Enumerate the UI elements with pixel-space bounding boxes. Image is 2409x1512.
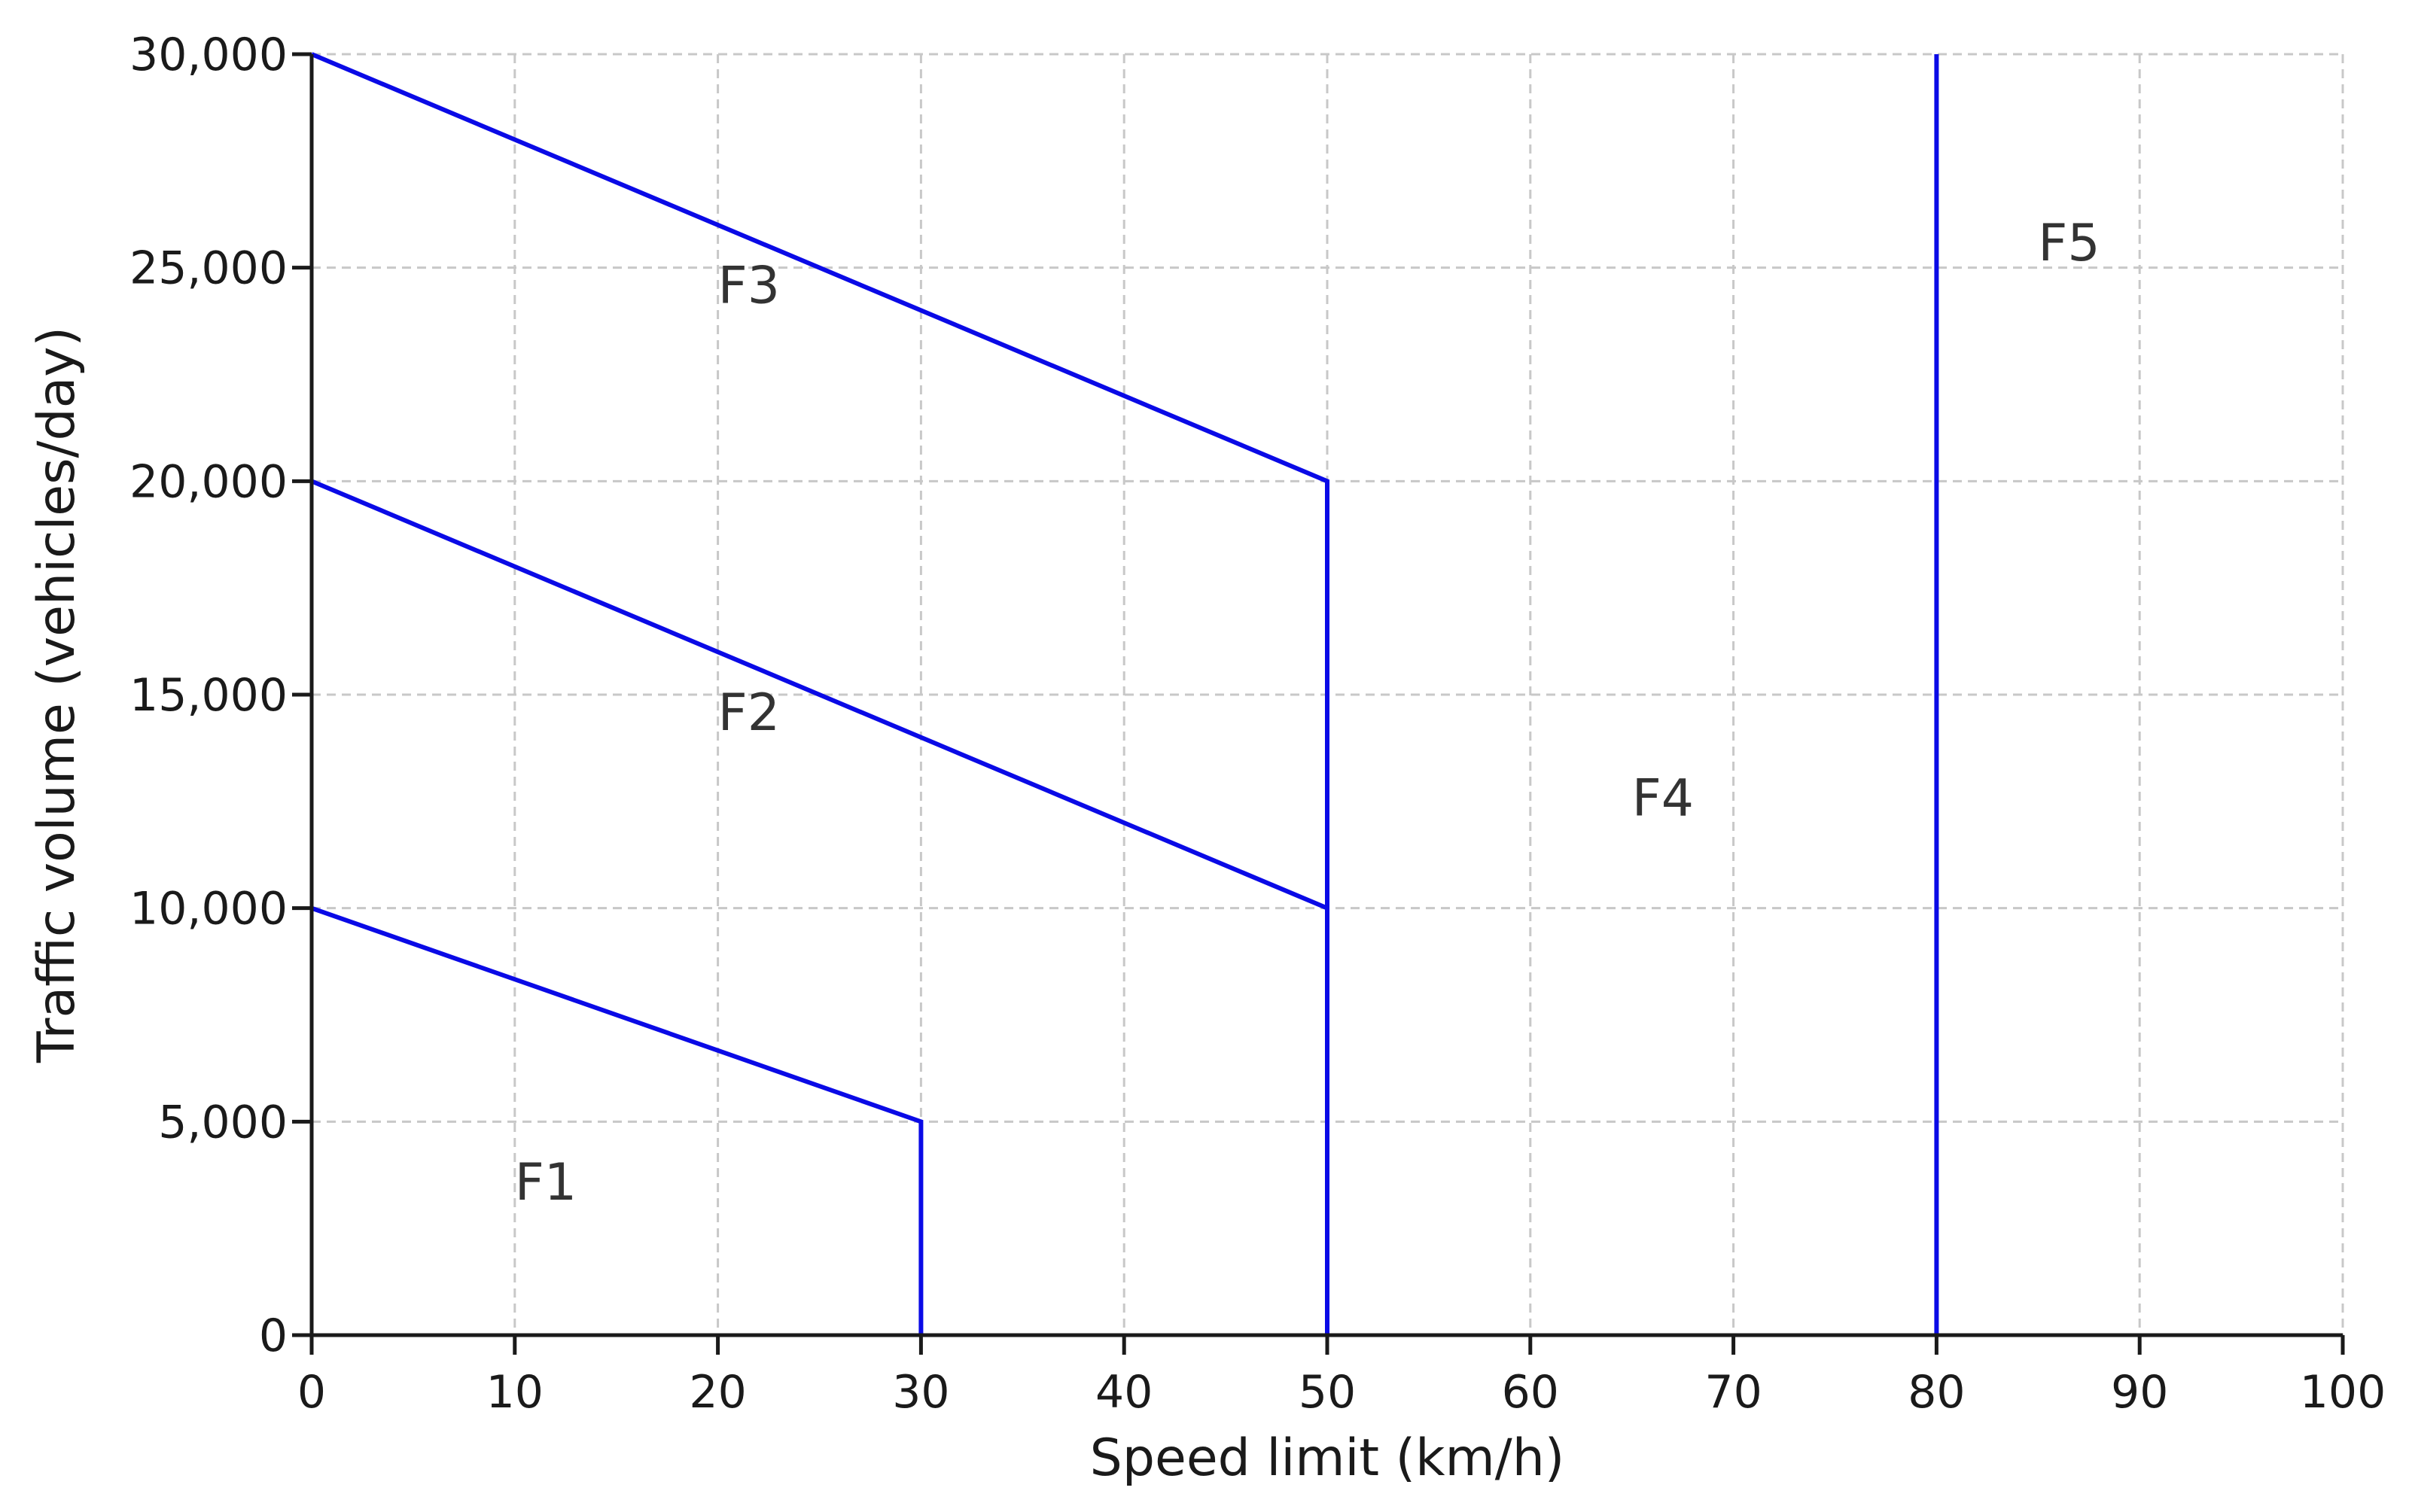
boundary-line-3 (310, 52, 1329, 1335)
y-tick-label: 30,000 (129, 29, 288, 81)
y-tick-label: 15,000 (129, 669, 288, 722)
x-tick-label: 100 (2300, 1366, 2386, 1419)
zone-label-f3: F3 (718, 257, 780, 316)
x-tick-label: 40 (1095, 1366, 1153, 1419)
zone-label-f2: F2 (718, 683, 780, 743)
boundary-line-2 (310, 479, 1329, 911)
zone-label-f5: F5 (2038, 214, 2100, 273)
x-axis-label: Speed limit (km/h) (1090, 1428, 1565, 1488)
x-tick-label: 70 (1704, 1366, 1762, 1419)
x-tick-label: 0 (297, 1366, 326, 1419)
x-tick-label: 10 (486, 1366, 544, 1419)
zone-label-f1: F1 (515, 1153, 577, 1212)
y-axis-label: Traffic volume (vehicles/day) (27, 327, 87, 1063)
y-tick-label: 0 (259, 1310, 288, 1362)
zone-label-f4: F4 (1632, 768, 1694, 828)
y-tick-label: 10,000 (129, 883, 288, 935)
tick-marks: 0 10 20 30 40 50 60 70 80 90 100 0 5,000 10,000 15,000… (129, 29, 2386, 1419)
x-tick-label: 30 (892, 1366, 949, 1419)
x-tick-label: 50 (1299, 1366, 1356, 1419)
x-tick-label: 80 (1908, 1366, 1965, 1419)
boundary-line-1 (311, 905, 924, 1335)
x-tick-label: 20 (689, 1366, 746, 1419)
x-tick-label: 60 (1502, 1366, 1559, 1419)
x-tick-label: 90 (2111, 1366, 2168, 1419)
y-tick-label: 25,000 (129, 242, 288, 295)
zone-boundaries (310, 52, 1939, 1335)
y-tick-label: 5,000 (158, 1096, 288, 1148)
y-tick-label: 20,000 (129, 455, 288, 508)
zone-labels: F1 F2 F3 F4 F5 (515, 214, 2100, 1212)
